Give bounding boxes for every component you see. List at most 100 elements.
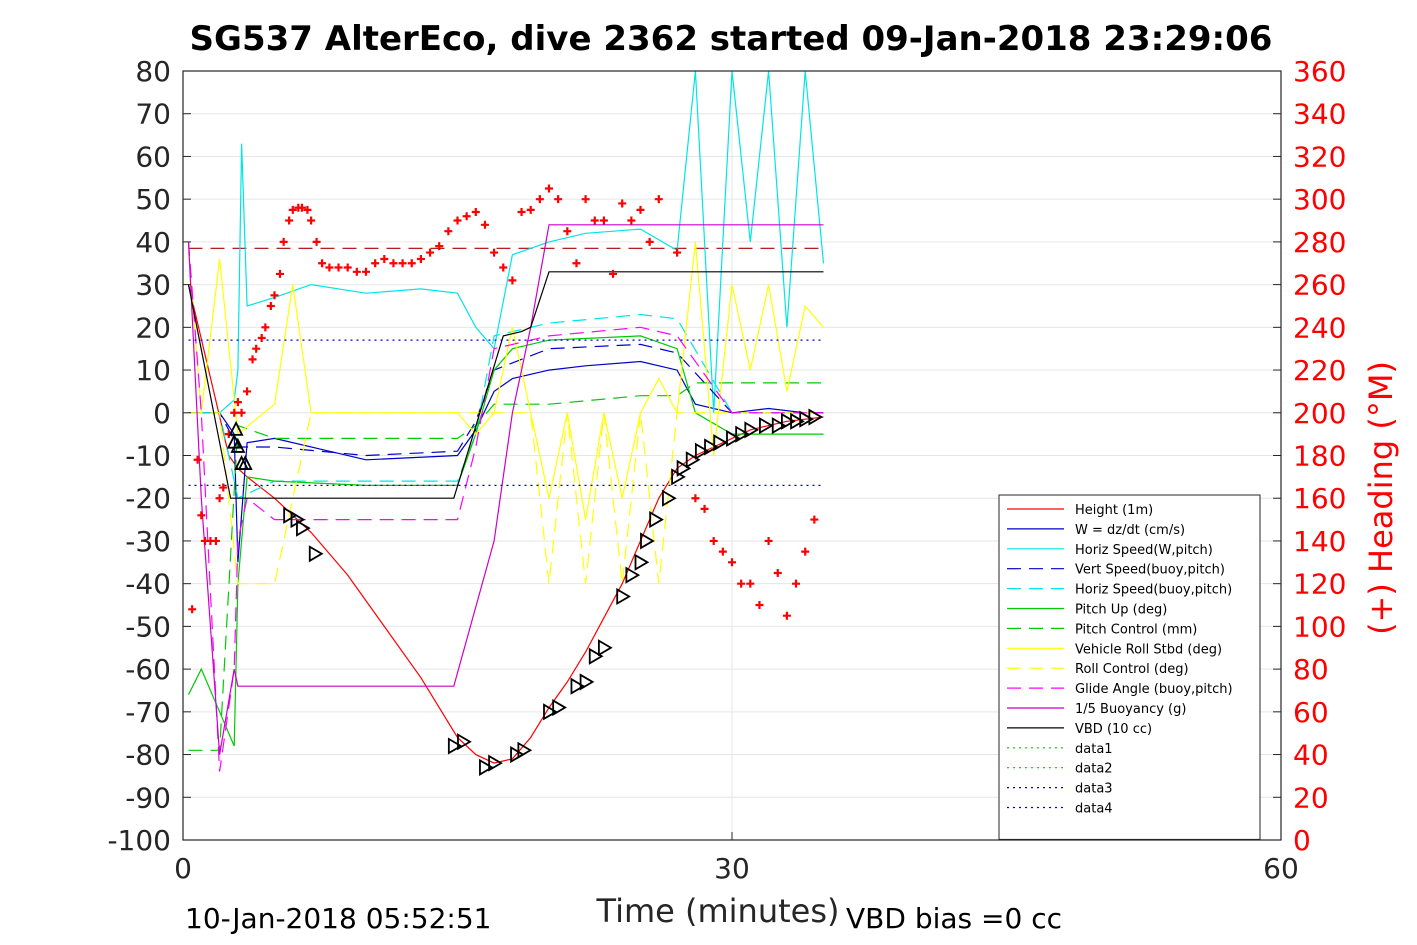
trajectory-marker (694, 442, 710, 460)
heading-point (318, 259, 327, 268)
heading-point (490, 248, 499, 257)
x-tick-label: 60 (1263, 852, 1299, 885)
heading-point (297, 203, 306, 212)
trajectory-marker (570, 677, 586, 695)
trajectory-marker (799, 410, 814, 428)
heading-point (426, 248, 435, 257)
trajectory-marker (588, 647, 604, 665)
heading-point (801, 547, 810, 556)
trajectory-marker (771, 417, 787, 435)
right-tick-label: 160 (1293, 482, 1346, 515)
y-tick-label: 20 (135, 311, 171, 344)
trajectory-marker (457, 733, 472, 751)
right-tick-label: 280 (1293, 226, 1346, 259)
heading-point (334, 263, 343, 272)
heading-point (691, 494, 700, 503)
heading-point (673, 248, 682, 257)
right-tick-label: 300 (1293, 183, 1346, 216)
legend-entry: data4 (1075, 802, 1113, 817)
right-tick-label: 40 (1293, 739, 1329, 772)
heading-point (230, 408, 239, 417)
heading-point (709, 536, 718, 545)
heading-point (261, 323, 270, 332)
right-tick-label: 60 (1293, 696, 1329, 729)
heading-point (193, 455, 202, 464)
y-tick-label: -80 (125, 739, 171, 772)
right-axis-label: (+) Heading (°M) (1362, 361, 1400, 635)
heading-point (645, 237, 654, 246)
legend-entry: Height (1m) (1075, 503, 1153, 518)
y-tick-label: 40 (135, 226, 171, 259)
heading-point (444, 227, 453, 236)
right-tick-label: 240 (1293, 311, 1346, 344)
y-tick-label: -10 (125, 440, 171, 473)
heading-point (773, 568, 782, 577)
heading-point (618, 199, 627, 208)
heading-point (792, 579, 801, 588)
trajectory-marker (543, 703, 558, 721)
right-tick-label: 180 (1293, 440, 1346, 473)
trajectory-marker (625, 566, 641, 584)
legend-entry: Pitch Control (mm) (1075, 622, 1197, 637)
heading-point (718, 547, 727, 556)
heading-point (188, 605, 197, 614)
trajectory-marker (283, 506, 298, 524)
heading-point (219, 483, 228, 492)
legend-entry: Horiz Speed(W,pitch) (1075, 543, 1213, 558)
heading-point (554, 195, 563, 204)
heading-point (581, 195, 590, 204)
y-tick-label: -100 (107, 824, 171, 857)
trajectory-marker (713, 434, 728, 452)
heading-point (599, 216, 608, 225)
heading-point (810, 515, 819, 524)
heading-point (266, 301, 275, 310)
heading-point (325, 263, 334, 272)
trajectory-marker (744, 421, 760, 439)
trajectory-marker (579, 673, 595, 691)
trajectory-marker (296, 519, 311, 537)
right-tick-label: 0 (1293, 824, 1311, 857)
right-tick-label: 320 (1293, 140, 1346, 173)
trajectory-marker (228, 420, 244, 436)
x-tick-label: 0 (174, 852, 192, 885)
right-tick-label: 120 (1293, 568, 1346, 601)
heading-point (728, 558, 736, 567)
trajectory-marker (735, 425, 750, 443)
plot-area (187, 70, 825, 776)
trajectory-marker (598, 639, 613, 657)
series-line-11 (187, 271, 824, 499)
heading-point (746, 579, 755, 588)
right-tick-label: 80 (1293, 653, 1329, 686)
heading-point (590, 216, 599, 225)
heading-point (435, 242, 444, 251)
heading-point (303, 205, 312, 214)
legend-entry: data2 (1075, 762, 1113, 777)
heading-point (307, 216, 316, 225)
series-line-8 (188, 412, 824, 585)
heading-point (471, 207, 480, 216)
right-tick-label: 340 (1293, 98, 1346, 131)
heading-point (654, 195, 663, 204)
heading-point (343, 263, 352, 272)
right-tick-label: 360 (1293, 55, 1346, 88)
trajectory-marker (676, 459, 692, 477)
legend-entry: Roll Control (deg) (1075, 662, 1189, 677)
heading-point (627, 216, 636, 225)
series-line-1 (188, 360, 824, 563)
legend-entry: data1 (1075, 742, 1113, 757)
heading-point (197, 511, 206, 520)
heading-point (737, 579, 746, 588)
right-tick-label: 100 (1293, 610, 1346, 643)
axis-ticks: -100-90-80-70-60-50-40-30-20-10010203040… (107, 55, 1346, 885)
heading-point (609, 269, 618, 278)
heading-point (563, 227, 572, 236)
heading-point (243, 387, 252, 396)
chart-title: SG537 AlterEco, dive 2362 started 09-Jan… (190, 19, 1273, 59)
heading-point (248, 355, 257, 364)
heading-point (211, 536, 220, 545)
heading-point (462, 212, 471, 221)
trajectory-marker (649, 511, 664, 529)
legend-entry: 1/5 Buoyancy (g) (1075, 702, 1186, 717)
legend-entry: Horiz Speed(buoy,pitch) (1075, 583, 1232, 598)
